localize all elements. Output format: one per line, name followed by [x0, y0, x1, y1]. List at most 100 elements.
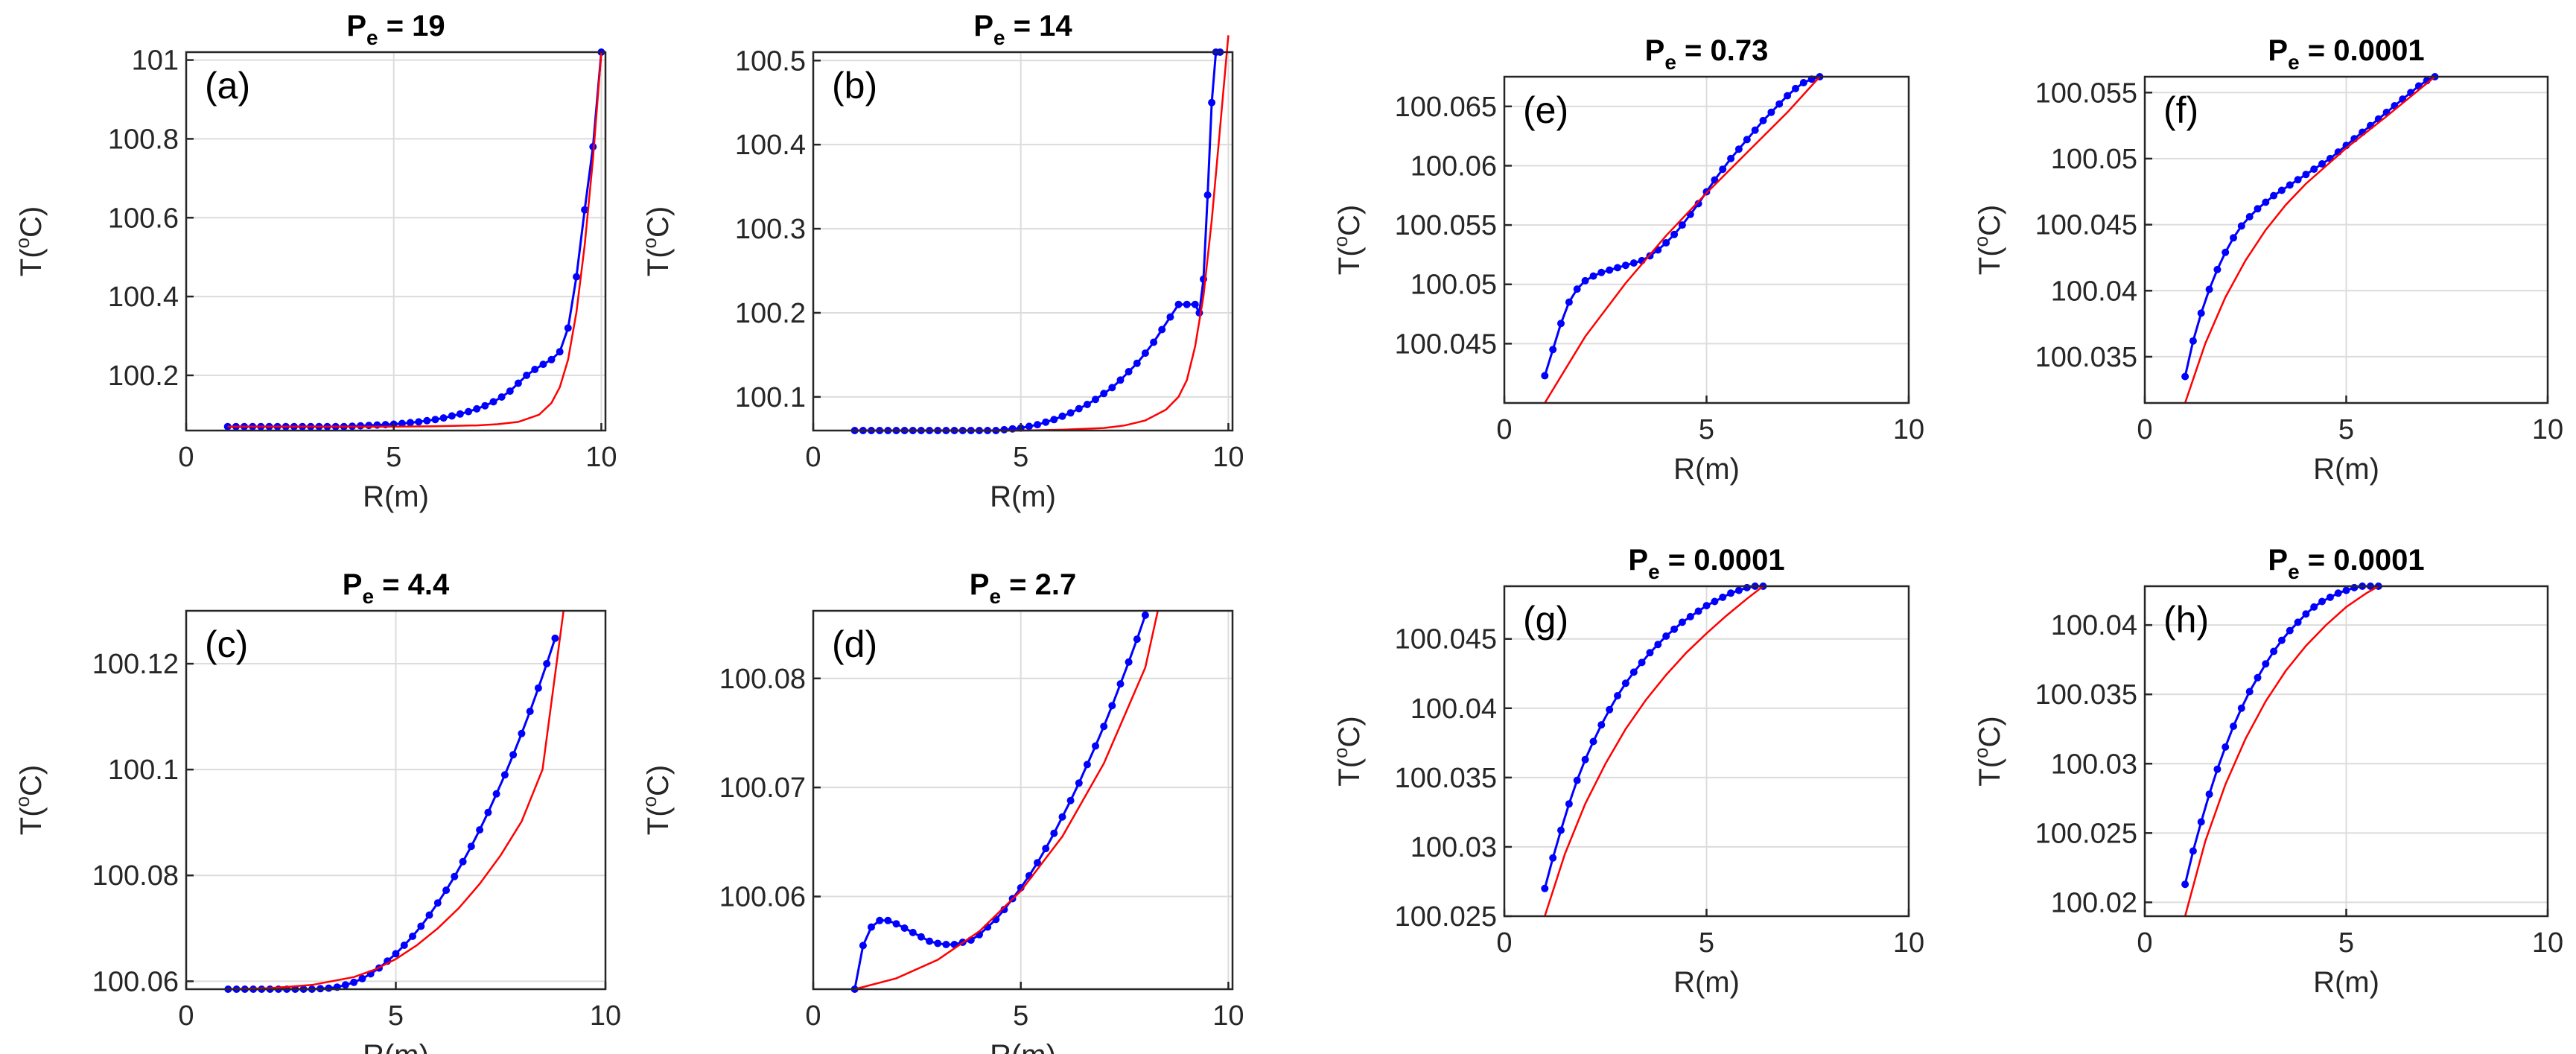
data-point: [358, 974, 366, 982]
data-point: [1133, 635, 1141, 644]
data-point: [417, 922, 425, 930]
x-tick-label: 0: [178, 442, 194, 473]
data-point: [1581, 276, 1589, 285]
data-point: [556, 348, 564, 356]
y-tick-label: 101: [132, 45, 179, 77]
data-point: [439, 414, 448, 422]
data-point: [2350, 583, 2359, 591]
y-tick-label: 100.08: [719, 664, 806, 695]
data-point: [518, 729, 526, 737]
data-point: [1042, 418, 1050, 426]
y-tick-label: 100.045: [2035, 210, 2137, 241]
data-point: [1606, 266, 1614, 274]
data-point: [350, 978, 358, 986]
x-tick-label: 5: [1699, 414, 1714, 445]
y-tick-label: 100.06: [1411, 150, 1497, 182]
data-point: [1734, 586, 1743, 594]
data-point: [1759, 116, 1767, 124]
data-point: [1565, 800, 1573, 808]
data-point: [2302, 610, 2310, 618]
x-tick-label: 5: [388, 1000, 404, 1032]
x-tick-label: 0: [805, 442, 821, 473]
data-point: [2245, 213, 2254, 220]
data-point: [506, 387, 514, 396]
data-point: [539, 361, 547, 369]
data-point: [1573, 776, 1581, 784]
data-point: [526, 708, 534, 715]
data-point: [409, 933, 416, 940]
data-point: [465, 407, 472, 416]
y-axis-label: T(oC): [638, 765, 675, 835]
y-tick-label: 100.035: [1395, 763, 1497, 794]
data-point: [1775, 100, 1784, 108]
data-point: [484, 808, 492, 816]
x-tick-label: 0: [178, 1000, 194, 1032]
data-point: [2189, 337, 2197, 345]
data-point: [1125, 658, 1133, 666]
data-point: [1743, 136, 1751, 144]
data-point: [473, 404, 481, 413]
y-tick-label: 100.1: [735, 382, 806, 413]
panel-letter-label: (d): [832, 623, 877, 665]
y-tick-label: 100.05: [2051, 144, 2137, 175]
data-point: [2197, 309, 2205, 317]
data-point: [341, 981, 349, 989]
data-point: [1678, 221, 1686, 229]
x-axis-label: R(m): [990, 1039, 1056, 1054]
data-point: [523, 371, 531, 379]
data-point: [1058, 412, 1066, 420]
data-point: [1694, 607, 1702, 615]
data-point: [407, 419, 414, 427]
data-point: [2254, 673, 2262, 682]
y-axis-label: T(oC): [638, 206, 675, 276]
data-point: [500, 771, 509, 779]
axis-frame: [812, 51, 1234, 432]
x-tick-label: 10: [1893, 927, 1924, 959]
y-tick-label: 100.4: [108, 282, 179, 313]
data-point: [1050, 829, 1058, 837]
y-tick-label: 100.045: [1395, 624, 1497, 655]
panel-letter-label: (g): [1523, 599, 1568, 641]
data-point: [1557, 826, 1565, 834]
data-point: [2270, 191, 2278, 200]
data-point: [1751, 126, 1759, 134]
x-tick-label: 0: [805, 1000, 821, 1032]
analytical-series-line: [227, 51, 602, 428]
data-point: [926, 937, 934, 945]
data-point: [2318, 597, 2326, 606]
data-point: [1058, 813, 1066, 821]
panel-letter-label: (a): [205, 65, 250, 107]
data-point: [1597, 721, 1606, 729]
data-point: [442, 886, 451, 895]
x-tick-label: 10: [590, 1000, 621, 1032]
data-point: [1092, 396, 1099, 404]
data-point: [1597, 268, 1606, 276]
chart-panel: 0 5 10 100.06 100.08 100.1 100.12 R(m) T(oC) Pe =…: [11, 568, 621, 1054]
y-tick-label: 100.3: [735, 214, 806, 245]
data-point: [1208, 98, 1216, 107]
data-point: [1589, 272, 1597, 280]
y-tick-label: 100.08: [92, 860, 179, 892]
data-point: [1183, 300, 1191, 308]
y-axis-label: T(oC): [1970, 205, 2006, 275]
data-point: [1702, 602, 1711, 610]
plot-area: [813, 611, 1233, 989]
data-point: [1549, 346, 1557, 354]
data-point: [1191, 300, 1199, 308]
y-tick-label: 100.065: [1395, 92, 1497, 123]
data-point: [509, 751, 518, 759]
y-tick-label: 100.4: [735, 130, 806, 161]
data-point: [543, 660, 551, 667]
data-point: [1116, 680, 1125, 688]
data-point: [1042, 845, 1050, 853]
panel-title: Pe = 19: [346, 10, 445, 49]
analytical-series-line: [2184, 76, 2436, 404]
data-point: [2237, 222, 2245, 230]
data-point: [1083, 401, 1091, 408]
data-point: [2262, 198, 2270, 206]
data-point: [2286, 626, 2294, 635]
y-tick-label: 100.8: [108, 124, 179, 155]
data-point: [2230, 234, 2237, 242]
data-point: [1565, 298, 1573, 306]
data-point: [456, 410, 464, 418]
